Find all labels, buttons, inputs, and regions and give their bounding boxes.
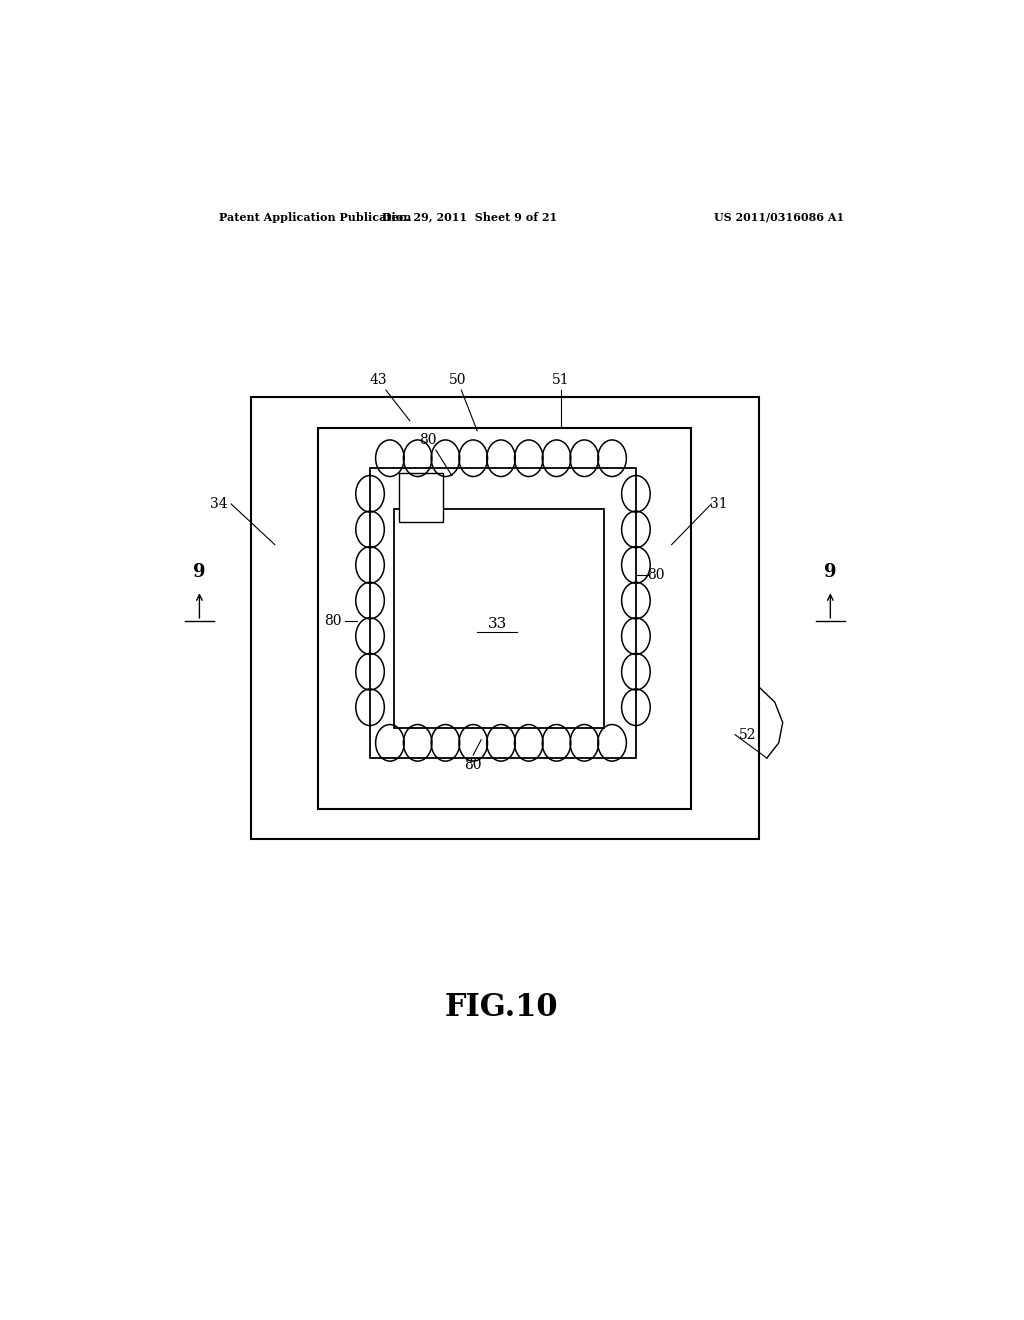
Text: 9: 9 <box>194 564 206 581</box>
Text: 80: 80 <box>324 614 341 628</box>
Text: Dec. 29, 2011  Sheet 9 of 21: Dec. 29, 2011 Sheet 9 of 21 <box>382 211 557 223</box>
Text: 80: 80 <box>465 758 482 772</box>
Text: 9: 9 <box>824 564 837 581</box>
Bar <box>318 428 691 809</box>
Text: 31: 31 <box>711 496 728 511</box>
Bar <box>251 397 759 840</box>
Text: 52: 52 <box>739 727 757 742</box>
Text: 43: 43 <box>370 374 387 387</box>
Text: 34: 34 <box>211 496 228 511</box>
Text: FIG.10: FIG.10 <box>444 991 558 1023</box>
Text: 51: 51 <box>552 374 569 387</box>
Text: US 2011/0316086 A1: US 2011/0316086 A1 <box>714 211 844 223</box>
Text: Patent Application Publication: Patent Application Publication <box>219 211 412 223</box>
Text: 33: 33 <box>487 616 507 631</box>
Bar <box>394 510 604 727</box>
Text: 80: 80 <box>419 433 436 447</box>
Text: 50: 50 <box>449 374 466 387</box>
Bar <box>370 469 636 758</box>
Text: 80: 80 <box>647 568 665 582</box>
Bar <box>399 474 443 523</box>
